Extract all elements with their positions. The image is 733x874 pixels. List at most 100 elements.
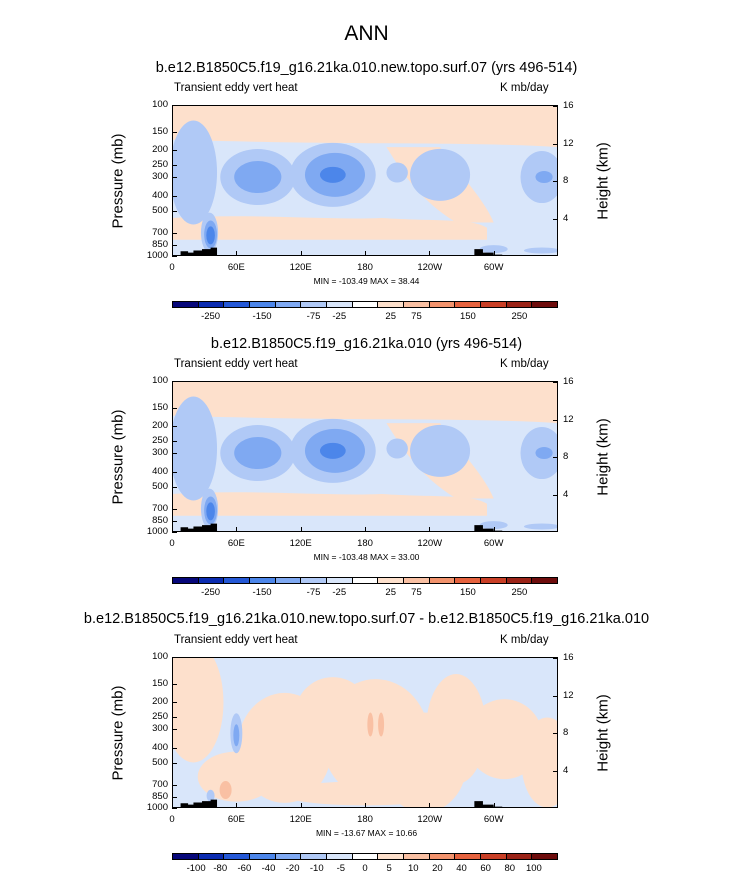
contour-field-3 (172, 657, 558, 808)
colorbar-swatch (352, 854, 379, 859)
colorbar-swatch (455, 578, 482, 583)
longitude-tick-mark (493, 251, 495, 256)
pressure-tick-label: 100 (152, 375, 168, 386)
panel-units-label: K mb/day (500, 634, 549, 646)
pressure-tick-label: 850 (152, 515, 168, 527)
height-tick-label: 16 (563, 100, 574, 112)
panel-variable-label: Transient eddy vert heat (174, 634, 298, 646)
colorbar-swatch (481, 854, 507, 859)
pressure-tick-label: 1000 (146, 250, 168, 261)
colorbar-swatch (301, 578, 328, 583)
pressure-tick-mark (172, 521, 177, 523)
longitude-tick-label: 180 (357, 538, 373, 549)
height-tick-label: 8 (563, 451, 569, 463)
colorbar-swatch (173, 854, 199, 859)
pressure-tick-label: 1000 (146, 526, 168, 537)
longitude-tick-mark (365, 803, 366, 808)
colorbar-label: 150 (459, 311, 476, 322)
contour-neg-cell (479, 521, 508, 530)
height-tick-label: 4 (563, 212, 569, 224)
colorbar-swatch (532, 302, 558, 307)
colorbar-swatch (173, 302, 199, 307)
colorbar-swatch (250, 302, 276, 307)
longitude-tick-mark (429, 527, 431, 532)
longitude-tick-label: 60E (227, 262, 245, 273)
colorbar-swatch (481, 302, 507, 307)
contour-pos-cell (378, 712, 385, 737)
height-tick-label: 4 (563, 764, 569, 776)
height-tick-mark (553, 494, 558, 496)
pressure-tick-mark (172, 808, 177, 809)
pressure-tick-mark (172, 532, 177, 533)
contour-neg-cell (386, 162, 408, 183)
colorbar-swatch (275, 854, 302, 859)
height-tick-mark (553, 218, 558, 220)
pressure-tick-mark (172, 195, 177, 197)
height-tick-mark (553, 658, 558, 660)
longitude-tick-mark (172, 251, 173, 256)
panel-title: b.e12.B1850C5.f19_g16.21ka.010 (yrs 496-… (210, 336, 523, 352)
colorbar-label: 100 (525, 863, 542, 874)
contour-neg-cell (479, 245, 508, 254)
longitude-tick-mark (493, 527, 495, 532)
longitude-tick-label: 0 (169, 262, 175, 273)
colorbar-label: -60 (237, 863, 252, 874)
colorbar-label: 20 (432, 863, 443, 874)
longitude-tick-mark (493, 803, 495, 808)
pressure-tick-label: 500 (152, 480, 168, 492)
longitude-tick-label: 120W (417, 262, 443, 273)
pressure-tick-label: 500 (152, 204, 168, 216)
pressure-tick-label: 1000 (146, 802, 168, 813)
y-axis-title-height: Height (km) (594, 693, 612, 772)
height-tick-label: 12 (563, 413, 574, 425)
longitude-tick-mark (236, 251, 238, 256)
colorbar-swatch (173, 578, 199, 583)
contour-neg-cell (523, 523, 558, 530)
longitude-tick-label: 60W (483, 538, 504, 549)
colorbar-swatch (327, 578, 353, 583)
longitude-tick-mark (236, 803, 238, 808)
contour-neg-cell (233, 724, 240, 747)
pressure-tick-label: 100 (152, 99, 168, 110)
pressure-tick-mark (172, 131, 177, 133)
main-title: ANN (344, 22, 389, 45)
contour-neg-cell (172, 396, 218, 501)
pressure-tick-mark (172, 105, 177, 106)
pressure-tick-mark (172, 245, 177, 247)
colorbar-label: 150 (459, 587, 476, 598)
colorbar-swatch (404, 578, 430, 583)
pressure-tick-mark (172, 683, 177, 685)
colorbar-label: -250 (201, 587, 221, 598)
colorbar-swatch (378, 854, 405, 859)
colorbar-label: 80 (504, 863, 516, 874)
pressure-tick-label: 250 (152, 711, 168, 723)
pressure-tick-mark (172, 702, 177, 704)
colorbar-swatch (455, 854, 482, 859)
colorbar-label: -75 (306, 311, 321, 322)
colorbar-label: -75 (306, 587, 321, 598)
colorbar-label: -250 (201, 311, 221, 322)
colorbar (172, 301, 558, 308)
colorbar-label: -150 (252, 311, 272, 322)
contour-neg-cell (319, 442, 346, 459)
longitude-tick-label: 120E (289, 262, 312, 273)
pressure-tick-label: 100 (152, 651, 168, 662)
height-tick-label: 16 (563, 376, 574, 388)
contour-field-1 (172, 105, 558, 256)
y-axis-title-pressure: Pressure (mb) (109, 132, 127, 229)
longitude-tick-mark (300, 527, 302, 532)
colorbar-swatch (250, 578, 276, 583)
colorbar-swatch (481, 578, 507, 583)
plot-area-1 (172, 105, 558, 256)
colorbar-swatch (352, 578, 379, 583)
colorbar-label: -25 (332, 587, 347, 598)
colorbar-label: 25 (385, 587, 396, 598)
colorbar-label: 0 (362, 863, 368, 874)
height-tick-label: 8 (563, 727, 569, 739)
height-tick-mark (553, 695, 558, 697)
colorbar-swatch (224, 302, 251, 307)
contour-pos-upper (172, 105, 558, 148)
pressure-tick-label: 250 (152, 435, 168, 447)
panel-units-label: K mb/day (500, 82, 549, 94)
colorbar-swatch (224, 854, 251, 859)
